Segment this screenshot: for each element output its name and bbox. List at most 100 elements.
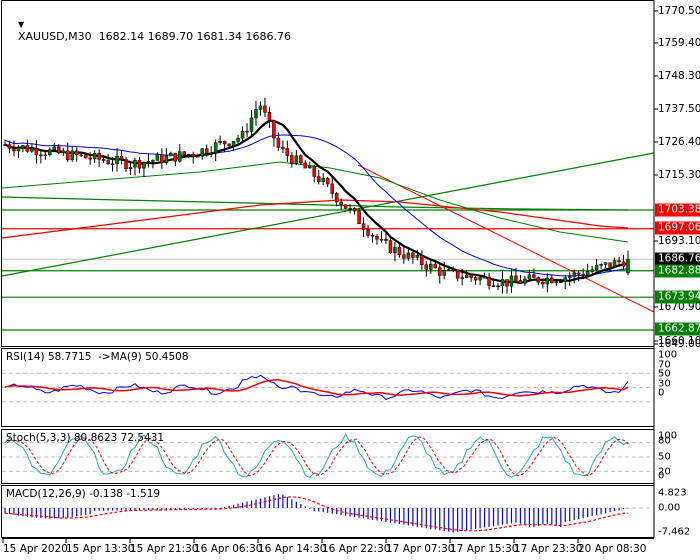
bull-candle	[527, 274, 532, 280]
bear-candle	[541, 282, 545, 285]
bull-candle	[567, 276, 572, 279]
time-tick-label: 17 Apr 15:30	[450, 543, 519, 555]
bear-candle	[487, 276, 491, 286]
bear-candle	[505, 279, 509, 287]
bull-candle	[249, 117, 254, 132]
bear-candle	[285, 148, 290, 156]
bear-candle	[281, 147, 285, 149]
bear-candle	[451, 269, 455, 271]
bear-candle	[424, 264, 429, 270]
time-tick-label: 15 Apr 21:30	[130, 543, 199, 555]
stoch-axis-label: 80	[658, 435, 671, 447]
bull-candle	[585, 271, 590, 276]
bear-candle	[160, 154, 164, 163]
bear-candle	[106, 160, 110, 164]
time-tick-label: 15 Apr 2020	[3, 543, 68, 555]
bear-candle	[110, 163, 115, 165]
bull-candle	[155, 154, 160, 161]
price-tick-label: 1726.40	[658, 136, 700, 148]
bear-candle	[227, 143, 231, 146]
ma-long-green	[1, 196, 629, 211]
bear-candle	[491, 285, 496, 287]
rsi-ma-line	[4, 379, 629, 397]
bull-candle	[187, 153, 191, 156]
price-tick-label: 1660.10	[658, 335, 700, 347]
bull-candle	[258, 105, 263, 110]
bull-candle	[379, 238, 384, 241]
bear-candle	[608, 262, 612, 268]
macd-label: MACD(12,26,9) -0.138 -1.519	[6, 488, 161, 500]
bear-candle	[469, 274, 473, 278]
bear-candle	[366, 229, 370, 236]
time-tick-label: 16 Apr 22:30	[322, 543, 391, 555]
bear-candle	[79, 154, 83, 157]
bull-candle	[572, 272, 576, 278]
bear-candle	[334, 193, 339, 203]
bull-candle	[603, 262, 608, 265]
bear-candle	[34, 147, 39, 156]
symbol-ohlc: XAUUSD,M30 1682.14 1689.70 1681.34 1686.…	[18, 30, 292, 43]
bear-candle	[7, 144, 12, 149]
bear-candle	[312, 166, 317, 177]
triangle-down-icon[interactable]: ▼	[18, 20, 25, 29]
bear-candle	[83, 154, 88, 159]
bull-candle	[21, 145, 25, 149]
time-tick-label: 16 Apr 14:30	[258, 543, 327, 555]
bear-candle	[532, 274, 536, 278]
price-level-tag: 1697.06	[655, 221, 700, 235]
bear-candle	[299, 155, 303, 164]
bear-candle	[137, 159, 142, 169]
bear-candle	[438, 267, 442, 276]
bear-candle	[276, 137, 281, 148]
bear-candle	[222, 141, 227, 145]
bull-candle	[460, 277, 464, 279]
bear-candle	[12, 148, 16, 152]
bear-candle	[339, 201, 343, 206]
stoch-signal-line	[6, 436, 631, 477]
price-level-tag: 1682.88	[655, 264, 700, 278]
bear-candle	[352, 208, 357, 212]
bull-candle	[590, 269, 594, 272]
bull-candle	[559, 281, 563, 283]
bull-candle	[92, 153, 97, 160]
bear-candle	[57, 146, 61, 154]
price-tick-label: 1748.30	[658, 70, 700, 82]
bull-candle	[146, 161, 151, 163]
stoch-axis-label: 100	[658, 430, 678, 442]
bear-candle	[65, 150, 70, 161]
bull-candle	[218, 141, 222, 143]
stoch-axis-label: 50	[658, 451, 671, 463]
bear-candle	[621, 261, 626, 267]
rsi-axis-label: 50	[658, 368, 671, 380]
bear-candle	[263, 105, 267, 113]
bull-candle	[563, 277, 568, 282]
bear-candle	[518, 280, 523, 284]
bear-candle	[361, 223, 366, 230]
rsi-axis-label: 0	[658, 387, 665, 399]
bull-candle	[626, 258, 630, 274]
bear-candle	[536, 277, 541, 283]
stoch-main-line	[4, 433, 629, 479]
trendline-down	[357, 164, 655, 313]
bear-candle	[173, 152, 178, 162]
stoch-axis-label: 20	[658, 466, 671, 478]
bear-candle	[397, 247, 402, 256]
rsi-axis-label: 30	[658, 378, 671, 390]
bear-candle	[325, 178, 330, 185]
macd-signal-line	[4, 496, 629, 532]
bull-candle	[442, 270, 446, 276]
price-tick-label: 1693.10	[658, 235, 700, 247]
bear-candle	[473, 277, 478, 281]
bear-candle	[303, 162, 308, 169]
bear-candle	[581, 273, 585, 276]
bear-candle	[3, 144, 7, 146]
bull-candle	[236, 137, 240, 142]
bull-candle	[151, 160, 155, 162]
bear-candle	[25, 145, 30, 152]
price-level-tag: 1703.38	[655, 203, 700, 217]
bull-candle	[254, 109, 258, 119]
bull-candle	[429, 263, 433, 270]
bull-candle	[415, 254, 420, 258]
